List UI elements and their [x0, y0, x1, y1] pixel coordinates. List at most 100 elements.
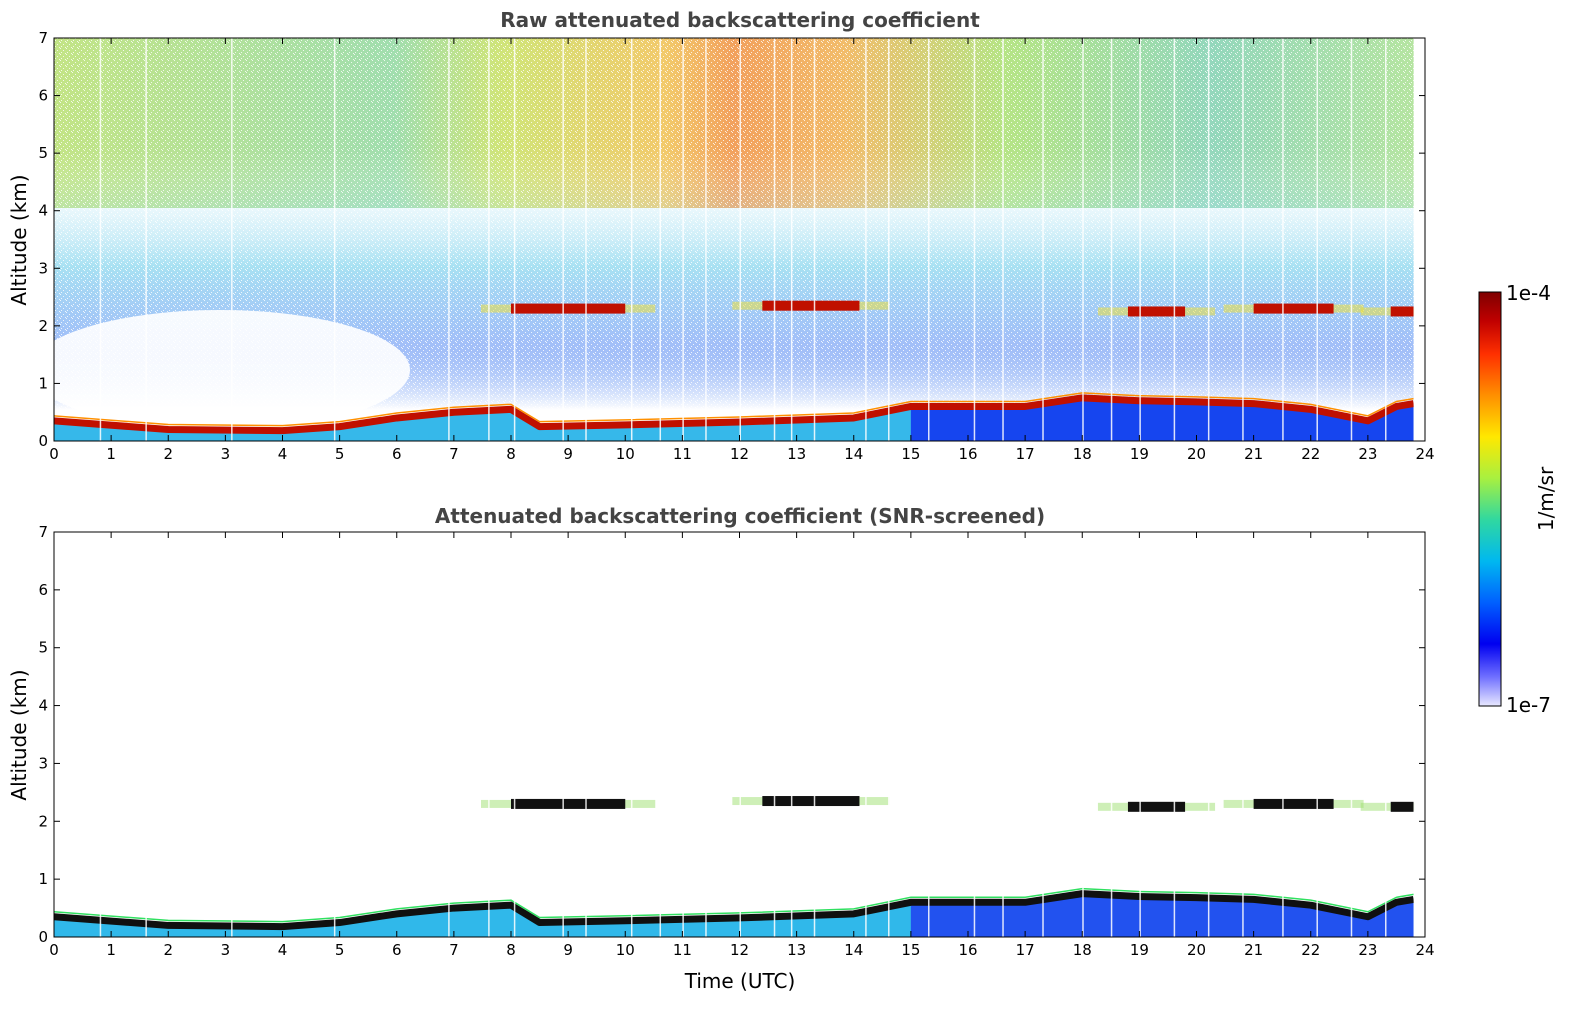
panel-raw-ylabel: Altitude (km) [7, 174, 31, 305]
colorbar-max-label: 1e-4 [1506, 281, 1551, 305]
data-gap [1139, 532, 1141, 937]
cloud-layers-raw [481, 300, 1425, 317]
data-gap [585, 38, 587, 441]
x-tick-label: 11 [673, 941, 692, 959]
y-tick-label: 6 [38, 581, 48, 599]
boundary-layer-screened [54, 887, 1415, 937]
x-tick-label: 7 [449, 445, 459, 463]
data-gap [739, 38, 741, 441]
y-tick-label: 5 [38, 144, 48, 162]
data-gap [488, 38, 490, 441]
cloud-layer [1253, 303, 1334, 314]
panel-screened-x-ticks: 0 1 2 3 4 5 6 7 8 9 10 11 12 13 14 15 16 17 18 19 20 21 22 23 24 [49, 532, 1435, 959]
data-gap [773, 532, 776, 937]
x-tick-label: 9 [563, 941, 573, 959]
data-gap [928, 532, 930, 937]
panel-raw-x-ticks: 0 1 2 3 4 5 6 7 8 9 10 11 12 13 14 15 16 17 18 19 20 21 22 23 24 [49, 38, 1435, 463]
x-tick-label: 22 [1301, 941, 1320, 959]
data-gap [513, 532, 516, 937]
data-gap [973, 532, 976, 937]
x-tick-label: 20 [1187, 445, 1206, 463]
panel-screened-xlabel: Time (UTC) [684, 969, 796, 993]
x-tick-label: 0 [49, 445, 59, 463]
data-gaps-raw [99, 38, 1425, 441]
data-gap [659, 38, 662, 441]
data-gap [1207, 532, 1210, 937]
x-tick-label: 3 [221, 445, 231, 463]
data-gap [99, 532, 102, 937]
x-tick-label: 21 [1244, 941, 1263, 959]
data-gap [1042, 532, 1044, 937]
no-data-region [1414, 532, 1425, 937]
x-tick-label: 8 [506, 941, 516, 959]
x-tick-label: 10 [616, 445, 635, 463]
panel-raw-title: Raw attenuated backscattering coefficien… [500, 8, 980, 32]
data-gap [682, 38, 684, 441]
panel-raw-heatmap [54, 38, 1425, 441]
y-tick-label: 0 [38, 432, 48, 450]
data-gap [231, 532, 233, 937]
data-gap [790, 532, 793, 937]
data-gap [585, 532, 587, 937]
data-gap [1110, 38, 1113, 441]
x-tick-label: 14 [844, 445, 863, 463]
y-tick-label: 4 [38, 697, 48, 715]
data-gap [705, 532, 707, 937]
data-gap [865, 38, 867, 441]
data-gap [813, 38, 816, 441]
data-gap [1385, 38, 1387, 441]
panel-screened-title: Attenuated backscattering coefficient (S… [435, 504, 1045, 528]
x-tick-label: 2 [163, 445, 173, 463]
data-gap [1413, 38, 1416, 441]
data-gap [773, 38, 776, 441]
data-gap [513, 38, 516, 441]
data-gap [145, 532, 147, 937]
colorbar-unit-label: 1/m/sr [1534, 466, 1558, 531]
y-tick-label: 4 [38, 202, 48, 220]
data-gap [705, 38, 707, 441]
cloud-layer [1390, 306, 1414, 317]
boundary-layer-top [54, 890, 1415, 931]
boundary-layer-deep [910, 400, 1414, 441]
x-tick-label: 4 [278, 941, 288, 959]
data-gap [739, 532, 741, 937]
data-gap [1002, 38, 1004, 441]
boundary-layer-edge [54, 887, 1414, 923]
data-gap [630, 532, 633, 937]
x-tick-label: 1 [106, 941, 116, 959]
data-gap [682, 532, 684, 937]
x-tick-label: 12 [730, 941, 749, 959]
x-tick-label: 7 [449, 941, 459, 959]
panel-raw: Raw attenuated backscattering coefficien… [7, 8, 1435, 463]
y-tick-label: 1 [38, 870, 48, 888]
no-data-region [1414, 38, 1425, 441]
y-tick-label: 1 [38, 374, 48, 392]
x-tick-label: 16 [958, 941, 977, 959]
x-tick-label: 14 [844, 941, 863, 959]
cloud-layers-screened [481, 796, 1425, 812]
data-gap [928, 38, 930, 441]
y-tick-label: 3 [38, 259, 48, 277]
data-gap [1207, 38, 1210, 441]
x-tick-label: 23 [1358, 941, 1377, 959]
data-gap [448, 532, 450, 937]
x-tick-label: 19 [1130, 445, 1149, 463]
cloud-layer [762, 796, 860, 807]
panel-screened-ylabel: Altitude (km) [7, 669, 31, 800]
boundary-layer-edge [54, 392, 1414, 427]
data-gap [888, 532, 890, 937]
y-tick-label: 5 [38, 639, 48, 657]
data-gap [1173, 38, 1176, 441]
data-gap [630, 38, 633, 441]
x-tick-label: 5 [335, 941, 345, 959]
data-gap [1282, 38, 1284, 441]
panel-screened-y-ticks: 0 1 2 3 4 5 6 7 [38, 523, 1425, 946]
data-gap [1316, 532, 1318, 937]
data-gap [488, 532, 490, 937]
panel-screened: Attenuated backscattering coefficient (S… [7, 504, 1435, 993]
x-tick-label: 8 [506, 445, 516, 463]
y-tick-label: 7 [38, 523, 48, 541]
x-tick-label: 18 [1073, 941, 1092, 959]
x-tick-label: 6 [392, 941, 402, 959]
x-tick-label: 11 [673, 445, 692, 463]
